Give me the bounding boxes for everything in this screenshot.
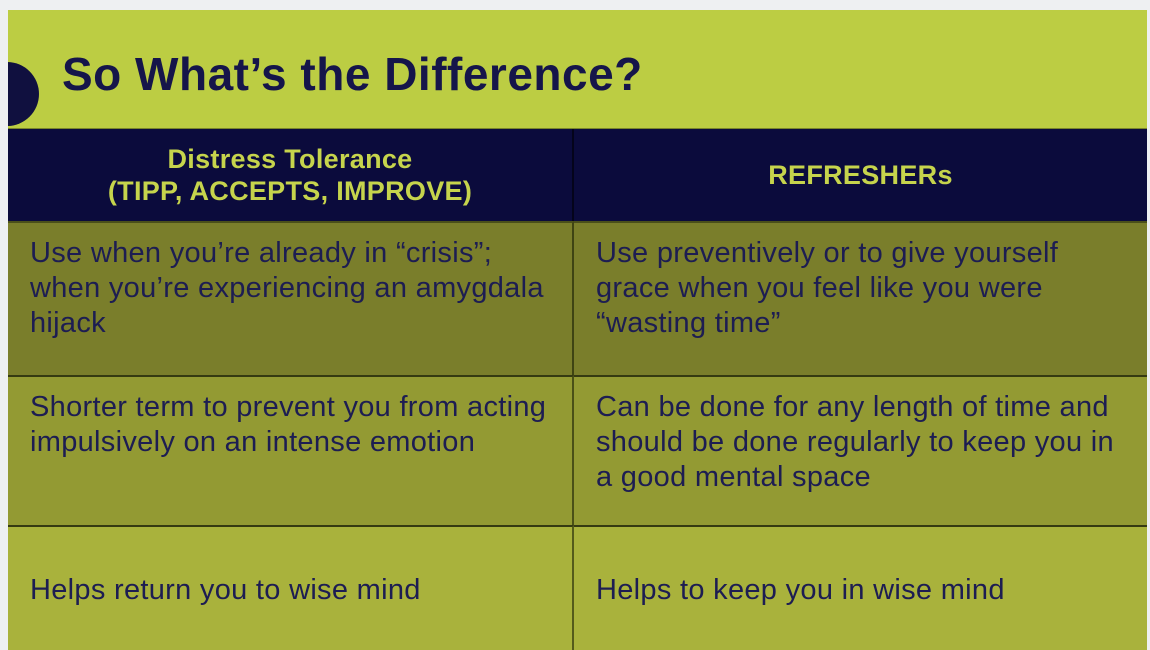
table-header-refreshers: REFRESHERs	[574, 129, 1147, 221]
table-cell-row1-left: Use when you’re already in “crisis”; whe…	[8, 221, 574, 375]
header-line-1: Distress Tolerance	[167, 144, 413, 174]
table-cell-row1-right: Use preventively or to give yourself gra…	[574, 221, 1147, 375]
table-cell-row3-left: Helps return you to wise mind	[8, 525, 574, 650]
title-bar: So What’s the Difference?	[8, 10, 1147, 128]
comparison-table: Distress Tolerance (TIPP, ACCEPTS, IMPRO…	[8, 128, 1147, 650]
slide-canvas: So What’s the Difference? Distress Toler…	[8, 10, 1147, 650]
table-cell-row2-left: Shorter term to prevent you from acting …	[8, 375, 574, 525]
decorative-circle	[8, 62, 39, 126]
header-line-1: REFRESHERs	[768, 160, 953, 190]
table-header-distress-tolerance: Distress Tolerance (TIPP, ACCEPTS, IMPRO…	[8, 129, 574, 221]
table-cell-row3-right: Helps to keep you in wise mind	[574, 525, 1147, 650]
table-cell-row2-right: Can be done for any length of time and s…	[574, 375, 1147, 525]
slide-title: So What’s the Difference?	[62, 48, 643, 100]
header-line-2: (TIPP, ACCEPTS, IMPROVE)	[107, 176, 473, 206]
